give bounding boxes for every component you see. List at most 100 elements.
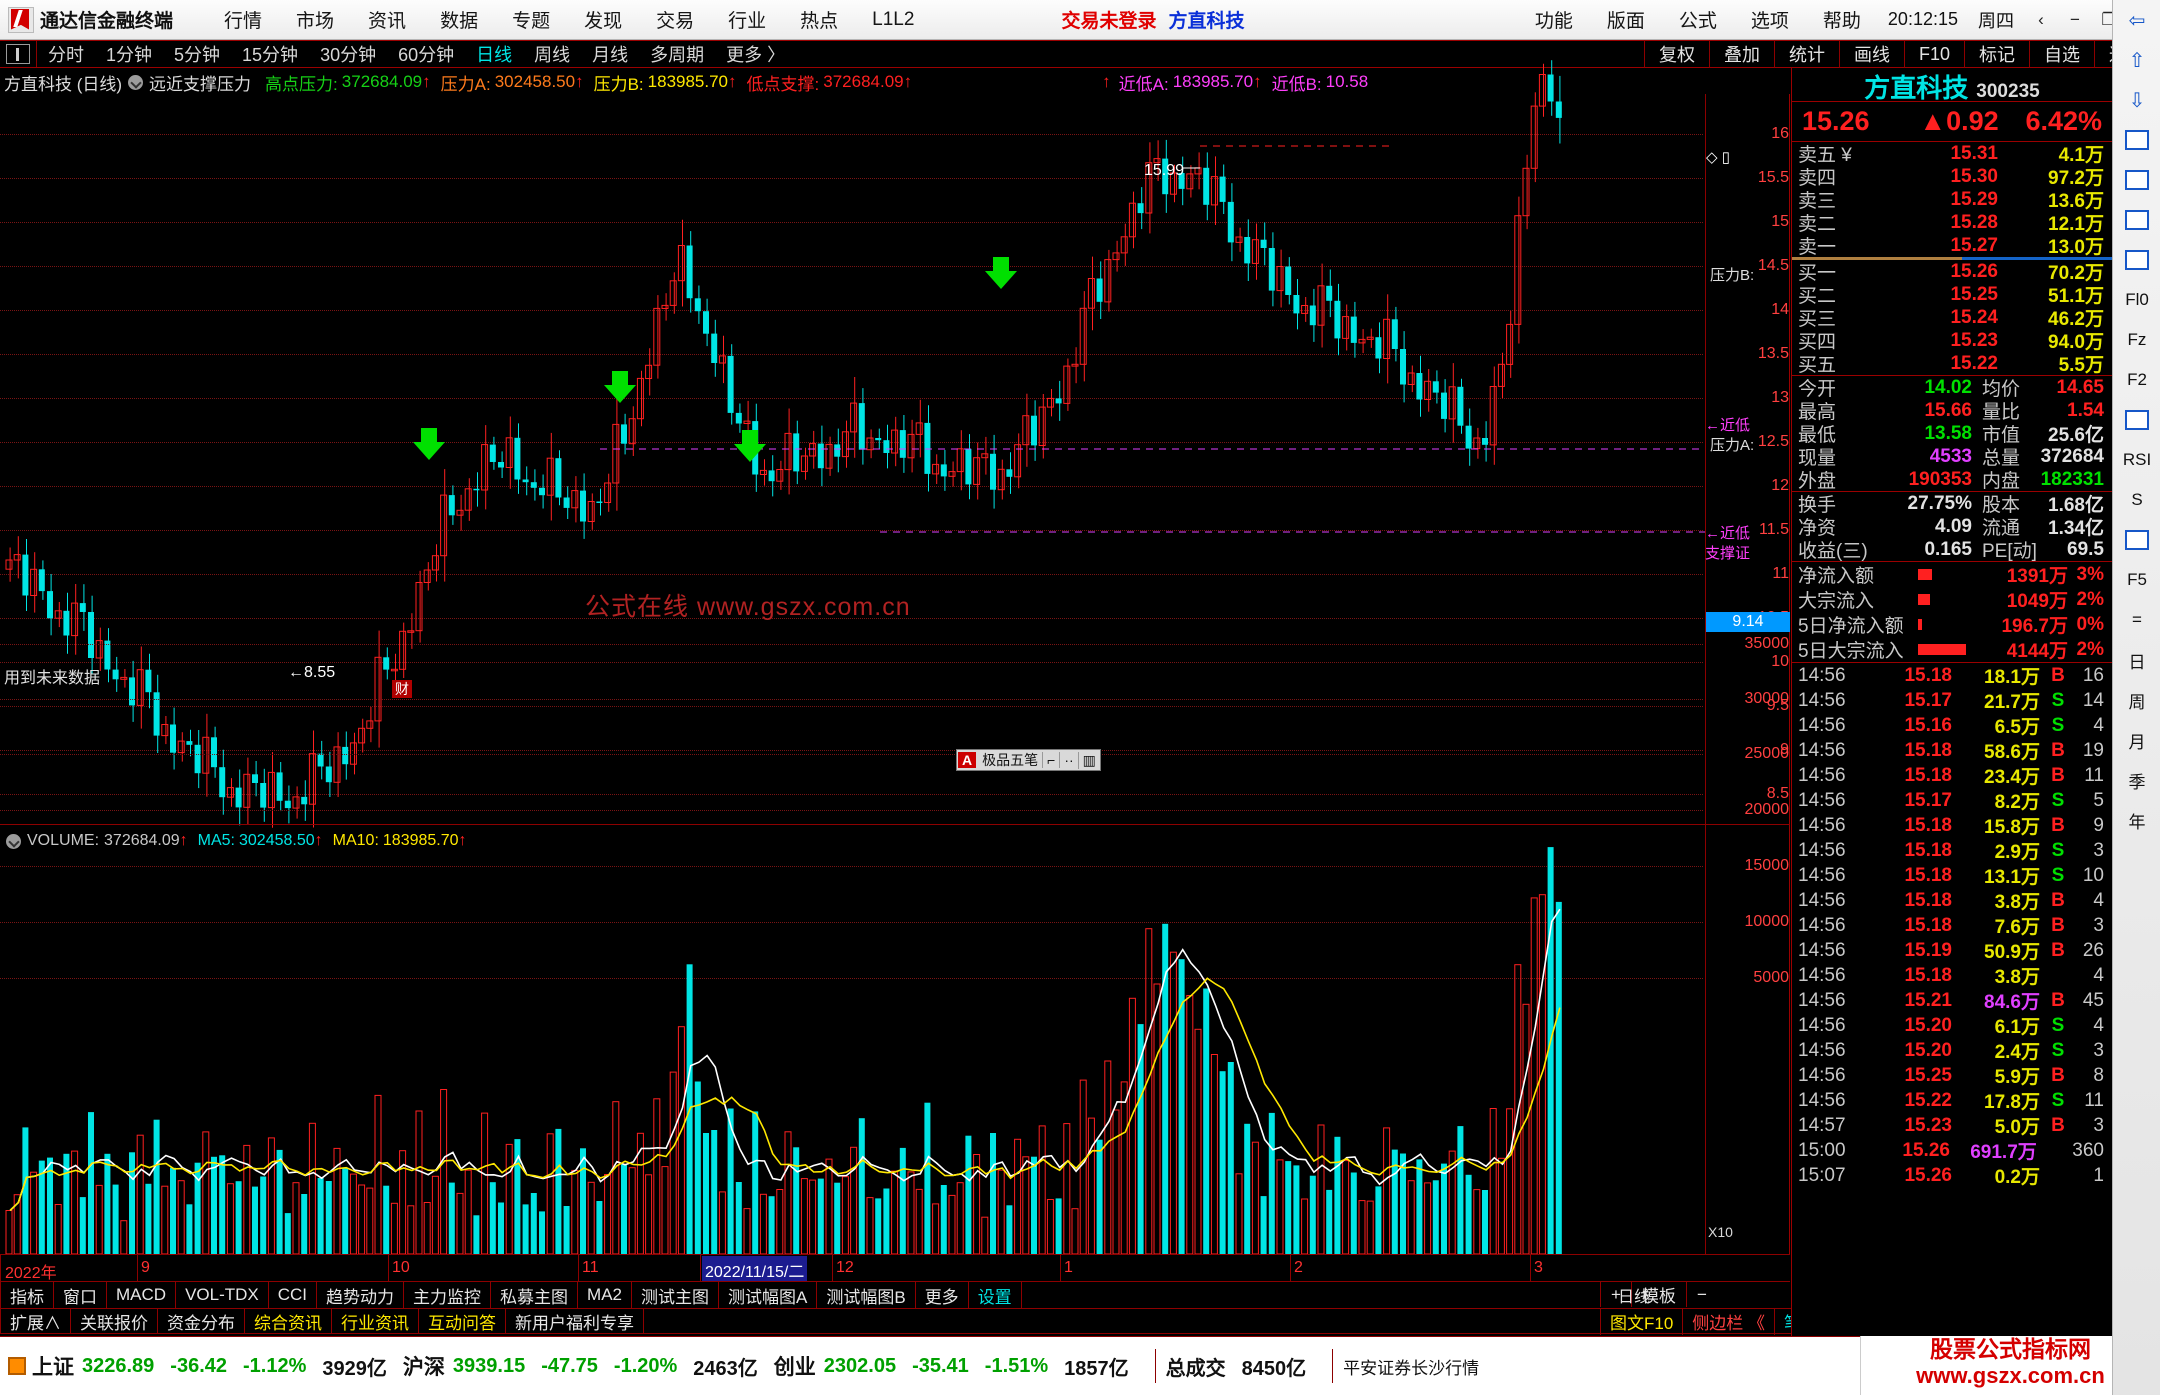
chart-area[interactable]: 16 15.5 15 14.5 14 13.5 13 12.5 12 11.5 … [0, 60, 1790, 1255]
menu-item-gongneng[interactable]: 功能 [1534, 11, 1573, 32]
button-tongji[interactable]: 统计 [1773, 40, 1839, 68]
bid-level-2[interactable]: 买二 15.25 51.1万 [1792, 283, 2112, 308]
index-name-hs[interactable]: 沪深 [402, 1356, 445, 1379]
menu-item-xuanxiang[interactable]: 选项 [1750, 11, 1789, 32]
tick-row[interactable]: 14:56 15.25 5.9万 B 8 [1792, 1063, 2112, 1089]
menu-item-zhuanti[interactable]: 专题 [512, 11, 551, 32]
down-arrow-icon[interactable]: ⇩ [2128, 89, 2146, 112]
menu-item-hangye[interactable]: 行业 [728, 11, 767, 32]
ime-toolbar[interactable]: A 极品五笔 ⌐ ·· ▥ [956, 749, 1101, 771]
tab-13[interactable]: 设置 [969, 1282, 1022, 1308]
period-fenshi[interactable]: 分时 [48, 45, 84, 65]
ask-level-4[interactable]: 卖二 15.28 12.1万 [1792, 211, 2112, 236]
menu-item-shichang[interactable]: 市场 [296, 11, 335, 32]
tab-5[interactable]: 互动问答 [419, 1309, 506, 1333]
tab-3[interactable]: VOL-TDX [176, 1282, 269, 1308]
tab-7[interactable]: 私募主图 [491, 1282, 579, 1308]
menu-item-l1l2[interactable]: L1L2 [872, 8, 915, 30]
ask-level-3[interactable]: 卖三 15.29 13.6万 [1792, 188, 2112, 213]
bid-level-5[interactable]: 买五 15.22 5.5万 [1792, 352, 2112, 377]
tick-row[interactable]: 14:56 15.18 3.8万 4 [1792, 963, 2112, 989]
tab-1[interactable]: 窗口 [54, 1282, 107, 1308]
menu-item-redian[interactable]: 热点 [800, 11, 839, 32]
period-week-icon[interactable]: 周 [2128, 692, 2146, 712]
tick-row[interactable]: 14:56 15.19 50.9万 B 26 [1792, 938, 2112, 964]
tick-row[interactable]: 14:56 15.18 23.4万 B 11 [1792, 763, 2112, 789]
rsi-icon[interactable]: RSI [2122, 450, 2152, 469]
f5-icon[interactable]: F5 [2127, 570, 2147, 589]
period-monthly[interactable]: 月线 [592, 45, 629, 65]
period-15min[interactable]: 15分钟 [242, 45, 299, 65]
menu-item-zixun[interactable]: 资讯 [368, 11, 407, 32]
period-60min[interactable]: 60分钟 [398, 45, 455, 65]
fz-icon[interactable]: Fz [2127, 330, 2147, 349]
ime-seg-3[interactable]: ▥ [1077, 751, 1100, 769]
tab-12[interactable]: 更多 [916, 1282, 969, 1308]
tick-row[interactable]: 14:56 15.20 6.1万 S 4 [1792, 1013, 2112, 1039]
template-button[interactable]: 模板 [1630, 1282, 1686, 1307]
period-daily[interactable]: 日线 [476, 45, 513, 65]
tab-11[interactable]: 测试幅图B [817, 1282, 916, 1308]
chart-up-icon[interactable] [2113, 200, 2160, 240]
tick-row[interactable]: 14:57 15.23 5.0万 B 3 [1792, 1113, 2112, 1139]
tab-2[interactable]: MACD [107, 1282, 177, 1308]
tick-row[interactable]: 14:56 15.20 2.4万 S 3 [1792, 1038, 2112, 1064]
tick-row[interactable]: 14:56 15.18 7.6万 B 3 [1792, 913, 2112, 939]
period-5min[interactable]: 5分钟 [174, 45, 221, 65]
back-arrow-icon[interactable]: ⇦ [2128, 9, 2146, 32]
f2-icon[interactable]: F2 [2127, 370, 2147, 389]
zoom-in-button[interactable]: + [1600, 1282, 1631, 1307]
period-30min[interactable]: 30分钟 [320, 45, 377, 65]
tick-row[interactable]: 15:00 15.26 691.7万 360 [1792, 1138, 2112, 1164]
tab-5[interactable]: 趋势动力 [317, 1282, 405, 1308]
tab-1[interactable]: 关联报价 [71, 1309, 158, 1333]
bid-level-3[interactable]: 买三 15.24 46.2万 [1792, 306, 2112, 331]
tick-row[interactable]: 14:56 15.18 3.8万 B 4 [1792, 888, 2112, 914]
tab-8[interactable]: MA2 [578, 1282, 632, 1308]
button-zixuan[interactable]: 自选 [2029, 40, 2094, 68]
volume-chevron-icon[interactable] [6, 833, 21, 849]
period-month-icon[interactable]: 月 [2128, 732, 2146, 752]
period-more[interactable]: 更多 〉 [726, 45, 786, 65]
button-fuquan[interactable]: 复权 [1643, 40, 1709, 68]
button-sidebar[interactable]: 侧边栏 《 [1682, 1308, 1774, 1335]
tab-4[interactable]: CCI [269, 1282, 318, 1308]
tick-trade-list[interactable]: 14:56 15.18 18.1万 B 16 14:56 15.17 21.7万 S 14 14:5… [1792, 663, 2112, 1189]
minimize-button[interactable]: − [2070, 9, 2080, 29]
tick-row[interactable]: 14:56 15.18 13.1万 S 10 [1792, 863, 2112, 889]
tab-6[interactable]: 新用户福利专享 [506, 1309, 644, 1333]
ask-level-2[interactable]: 卖四 15.30 97.2万 [1792, 165, 2112, 190]
button-f10[interactable]: F10 [1903, 40, 1964, 68]
indicator-name[interactable]: 远近支撑压力 [149, 74, 252, 94]
ask-level-5[interactable]: 卖一 15.27 13.0万 [1792, 234, 2112, 259]
tick-row[interactable]: 15:07 15.26 0.2万 1 [1792, 1163, 2112, 1189]
ime-seg-2[interactable]: ·· [1059, 752, 1077, 768]
button-tuwen-f10[interactable]: 图文F10 [1600, 1308, 1682, 1335]
tab-2[interactable]: 资金分布 [158, 1309, 245, 1333]
tab-0[interactable]: 指标 [0, 1282, 54, 1308]
index-name-cy[interactable]: 创业 [773, 1356, 816, 1379]
ime-seg-1[interactable]: ⌐ [1042, 752, 1059, 768]
tick-row[interactable]: 14:56 15.18 18.1万 B 16 [1792, 663, 2112, 689]
tab-3[interactable]: 综合资讯 [245, 1309, 332, 1333]
tick-row[interactable]: 14:56 15.17 21.7万 S 14 [1792, 688, 2112, 714]
pen-icon[interactable] [2113, 520, 2160, 560]
calendar-icon[interactable] [2113, 240, 2160, 280]
tick-row[interactable]: 14:56 15.18 2.9万 S 3 [1792, 838, 2112, 864]
list-blue-icon[interactable] [2113, 160, 2160, 200]
menu-item-gongshi[interactable]: 公式 [1678, 11, 1717, 32]
tick-row[interactable]: 14:56 15.16 6.5万 S 4 [1792, 713, 2112, 739]
tab-0[interactable]: 扩展∧ [0, 1309, 71, 1333]
zoom-out-button[interactable]: − [1685, 1282, 1717, 1307]
up-arrow-icon[interactable]: ⇧ [2128, 49, 2146, 72]
button-huaxian[interactable]: 画线 [1838, 40, 1904, 68]
button-diejia[interactable]: 叠加 [1708, 40, 1774, 68]
panel-layout-icon[interactable] [6, 44, 30, 64]
index-name-sse[interactable]: 上证 [32, 1356, 74, 1379]
tab-9[interactable]: 测试主图 [632, 1282, 719, 1308]
period-quarter-icon[interactable]: 季 [2128, 772, 2146, 792]
login-status[interactable]: 交易未登录 [1061, 11, 1157, 32]
menu-item-shuju[interactable]: 数据 [440, 11, 479, 32]
tab-6[interactable]: 主力监控 [404, 1282, 492, 1308]
bid-level-1[interactable]: 买一 15.26 70.2万 [1792, 260, 2112, 285]
